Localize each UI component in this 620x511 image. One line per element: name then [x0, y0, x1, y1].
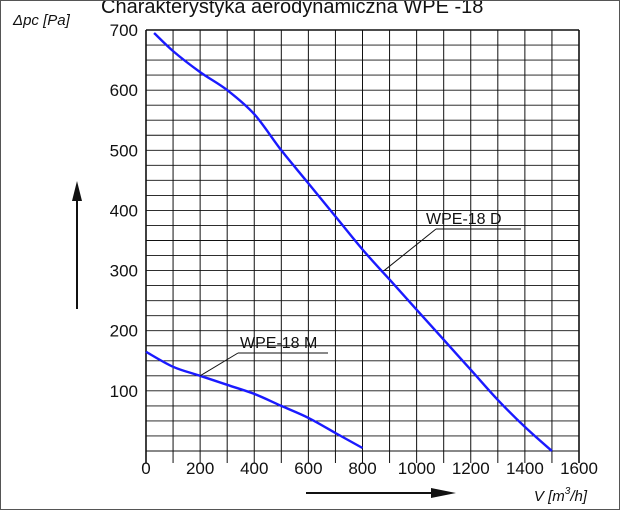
series-label: WPE-18 D [426, 211, 502, 228]
series-label: WPE-18 M [240, 335, 317, 352]
series-line-0 [153, 32, 553, 452]
grid [145, 29, 580, 463]
y-tick-label: 300 [110, 262, 138, 281]
y-tick-label: 500 [110, 141, 138, 160]
series-line-1 [145, 350, 364, 450]
x-direction-arrow-head [431, 488, 456, 498]
x-tick-label: 1600 [560, 459, 598, 478]
annotations: WPE-18 D WPE-18 M [199, 211, 521, 377]
x-tick-label: 800 [348, 459, 376, 478]
y-tick-label: 700 [110, 21, 138, 40]
x-axis-label: V [m3/h] [534, 486, 588, 505]
y-direction-arrow-head [72, 181, 82, 201]
y-tick-label: 200 [110, 322, 138, 341]
y-tick-label: 400 [110, 201, 138, 220]
y-tick-label: 100 [110, 382, 138, 401]
x-tick-label: 1000 [398, 459, 436, 478]
curves [145, 32, 553, 452]
x-tick-labels: 0 200 400 600 800 1000 1200 1400 1600 [141, 459, 598, 478]
y-tick-label: 600 [110, 81, 138, 100]
y-tick-labels: 100 200 300 400 500 600 700 [110, 21, 138, 401]
x-tick-label: 600 [294, 459, 322, 478]
x-tick-label: 400 [240, 459, 268, 478]
x-tick-label: 1200 [452, 459, 490, 478]
leader-line [199, 352, 239, 377]
chart-title: Charakterystyka aerodynamiczna WPE -18 [101, 1, 483, 18]
leader-line [383, 228, 437, 271]
x-tick-label: 200 [186, 459, 214, 478]
y-axis-label: Δpc [Pa] [12, 12, 71, 29]
x-tick-label: 1400 [506, 459, 544, 478]
x-tick-label: 0 [141, 459, 150, 478]
